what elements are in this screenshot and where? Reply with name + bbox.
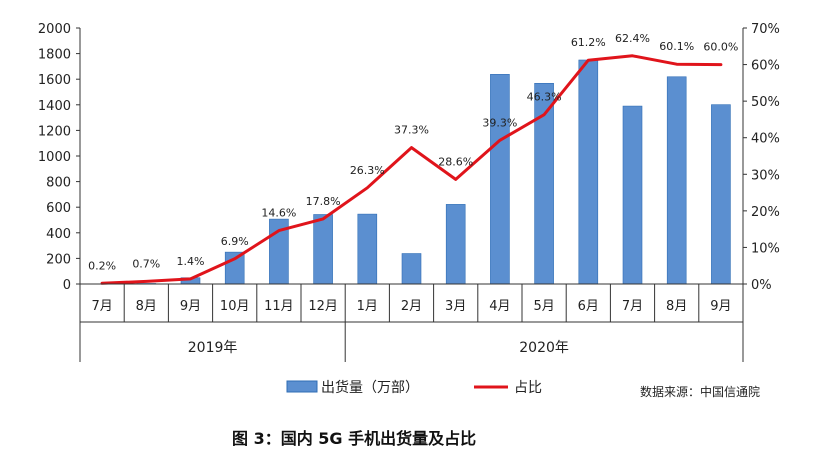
y-left-tick-label: 1400 [38,99,71,114]
ratio-data-label: 28.6% [438,155,473,168]
ratio-line-layer [100,54,723,285]
y-left-tick-label: 1800 [38,48,71,63]
ratio-data-label: 39.3% [482,116,517,129]
x-axis: 7月 8月 9月 10月 11月 12月 1月 2月 3月 4月 5月 6月 7月 8月 9月 2019年 20… [79,283,744,362]
x-group-label: 2019年 [188,340,238,356]
ratio-data-label: 1.4% [177,255,205,268]
y-left-tick-label: 1600 [38,73,71,88]
x-group-label: 2020年 [519,340,569,356]
x-category-label: 2月 [401,299,422,314]
bar [622,105,643,285]
y-right-tick-label: 50% [751,95,780,110]
x-category-label: 5月 [533,299,554,314]
legend: 出货量（万部） 占比 [286,379,542,396]
y-right-tick-label: 40% [751,132,780,147]
x-category-label: 7月 [622,299,643,314]
x-category-label: 7月 [91,299,112,314]
axes: 0 200 400 600 800 1000 1200 1400 1600 1800 2000 0% 1… [38,22,780,293]
ratio-data-label: 26.3% [350,164,385,177]
x-category-label: 9月 [710,299,731,314]
legend-bar-swatch [286,380,318,393]
bar [224,251,245,285]
legend-line-label: 占比 [514,380,542,396]
bar [711,104,731,285]
y-left-tick-label: 400 [46,227,71,242]
y-right-tick-label: 20% [751,205,780,220]
bars [92,59,731,285]
y-left-tick-label: 1200 [38,124,71,139]
y-left-tick-label: 0 [63,278,71,293]
x-category-label: 4月 [489,299,510,314]
bar [578,59,599,285]
ratio-data-label: 0.2% [88,259,116,272]
ratio-line [100,54,723,285]
bar [666,76,687,285]
ratio-data-label: 60.0% [703,41,738,54]
x-category-label: 6月 [578,299,599,314]
data-labels: 0.2% 0.7% 1.4% 6.9% 14.6% 17.8% 26.3% 37.3% 28.6… [88,32,738,272]
ratio-data-label: 60.1% [659,40,694,53]
x-category-label: 11月 [264,299,294,314]
x-category-label: 3月 [445,299,466,314]
y-left-tick-label: 200 [46,252,71,267]
y-right-tick-label: 10% [751,241,780,256]
ratio-data-label: 17.8% [306,195,341,208]
ratio-data-label: 14.6% [261,207,296,220]
ratio-data-label: 61.2% [571,36,606,49]
figure-caption: 图 3：国内 5G 手机出货量及占比 [232,429,476,448]
source-note: 数据来源：中国信通院 [640,384,760,399]
x-category-label: 1月 [357,299,378,314]
ratio-data-label: 6.9% [221,235,249,248]
y-right-tick-label: 30% [751,168,780,183]
y-right-tick-label: 0% [751,278,772,293]
bar [490,74,510,285]
ratio-data-label: 46.3% [527,91,562,104]
y-left-tick-label: 2000 [38,22,71,37]
y-right-tick-label: 60% [751,59,780,74]
ratio-data-label: 0.7% [132,257,160,270]
y-left-tick-label: 1000 [38,150,71,165]
bar [401,253,422,285]
bar [357,213,378,285]
legend-bar-label: 出货量（万部） [321,379,419,396]
x-category-label: 10月 [220,299,250,314]
ratio-data-label: 37.3% [394,124,429,137]
bar [313,214,333,285]
x-category-label: 8月 [666,299,687,314]
bar [445,204,466,285]
y-left-tick-label: 800 [46,176,71,191]
x-category-label: 9月 [180,299,201,314]
ratio-data-label: 62.4% [615,32,650,45]
y-right-tick-label: 70% [751,22,780,37]
x-category-label: 8月 [136,299,157,314]
x-category-label: 12月 [308,299,338,314]
y-left-tick-label: 600 [46,201,71,216]
